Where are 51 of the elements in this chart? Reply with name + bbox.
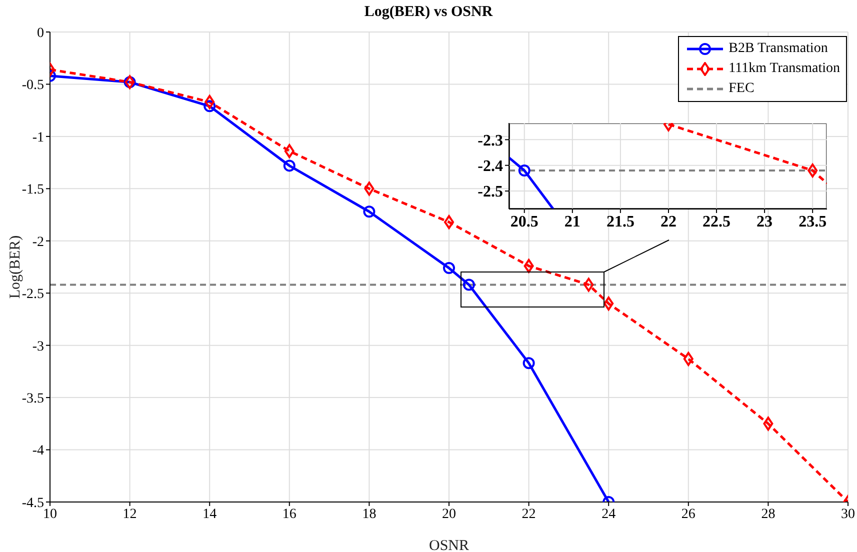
point <box>364 182 374 196</box>
x-tick-label: 18 <box>362 506 376 522</box>
chart-title: Log(BER) vs OSNR <box>363 4 494 21</box>
x-tick-label: 24 <box>602 506 616 522</box>
x-tick-label: 23 <box>756 213 773 230</box>
y-axis-title: Log(BER) <box>7 235 24 299</box>
point <box>524 258 534 273</box>
x-tick-label: 28 <box>761 506 776 522</box>
y-tick-label: -2.4 <box>478 158 503 176</box>
y-tick-label: -2.5 <box>22 287 44 302</box>
y-tick-label: -4 <box>32 444 44 459</box>
legend-label: B2B Transmation <box>728 41 828 57</box>
point <box>284 144 294 158</box>
point <box>283 160 296 172</box>
x-tick-label: 30 <box>841 506 855 522</box>
x-tick-label: 21 <box>564 213 580 230</box>
x-axis-title: OSNR <box>428 538 470 552</box>
y-tick-label: -1.5 <box>22 182 44 198</box>
point <box>443 262 455 274</box>
point <box>462 278 475 291</box>
y-tick-label: -3 <box>32 339 44 354</box>
point <box>604 296 614 311</box>
x-tick-label: 23.5 <box>798 213 827 230</box>
x-tick-label: 14 <box>202 506 217 522</box>
x-tick-label: 20 <box>442 506 456 522</box>
x-tick-label: 12 <box>122 506 137 522</box>
x-tick-label: 10 <box>43 506 57 522</box>
point <box>204 100 216 112</box>
x-tick-label: 16 <box>282 506 296 522</box>
y-tick-label: -1 <box>32 130 44 146</box>
y-tick-label: -4.5 <box>22 496 44 511</box>
x-tick-label: 22.5 <box>702 213 731 230</box>
x-tick-label: 22 <box>660 213 676 230</box>
point <box>763 416 774 431</box>
x-tick-label: 22 <box>522 506 536 522</box>
y-tick-label: -2.5 <box>478 184 503 201</box>
point <box>683 352 694 366</box>
x-tick-label: 20.5 <box>510 213 538 230</box>
y-tick-label: -0.5 <box>22 78 44 94</box>
x-tick-label: 21.5 <box>606 213 634 230</box>
y-tick-label: -2 <box>32 234 44 250</box>
y-tick-label: 0 <box>37 26 44 41</box>
point <box>204 94 215 109</box>
point <box>363 206 376 218</box>
point <box>584 278 594 292</box>
legend-label: FEC <box>728 81 754 97</box>
point <box>522 357 535 370</box>
y-tick-label: -2.3 <box>478 132 503 150</box>
x-tick-label: 26 <box>681 506 696 522</box>
legend-label: 111km Transmation <box>728 61 840 77</box>
y-tick-label: -3.5 <box>22 392 44 407</box>
